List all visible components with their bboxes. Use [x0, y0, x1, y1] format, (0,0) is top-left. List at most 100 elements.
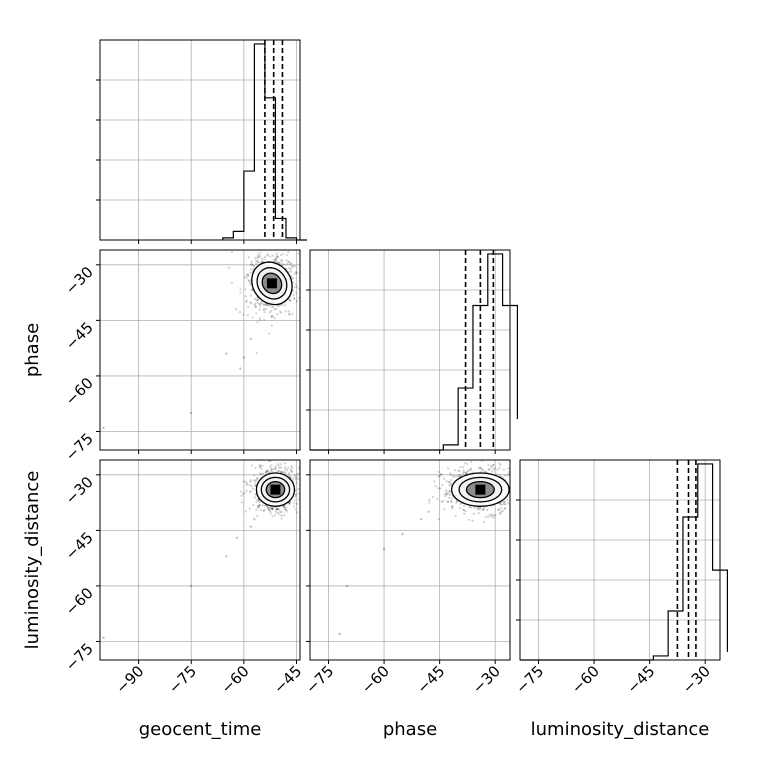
sample-point: [264, 471, 267, 474]
sample-point: [293, 475, 296, 479]
outlier-point: [190, 411, 193, 415]
sample-point: [287, 474, 290, 477]
sample-point: [279, 510, 282, 513]
sample-point: [462, 508, 466, 511]
sample-point: [247, 279, 251, 282]
scatter-points: [338, 460, 510, 636]
sample-point: [276, 312, 279, 316]
sample-point: [268, 460, 271, 463]
sample-point: [254, 259, 257, 262]
sample-point: [262, 509, 265, 513]
sample-point: [287, 261, 290, 264]
sample-point: [492, 463, 495, 467]
sample-point: [250, 262, 253, 266]
sample-point: [437, 470, 440, 473]
sample-point: [270, 467, 273, 471]
sample-point: [255, 509, 258, 512]
sample-point: [448, 480, 451, 484]
sample-point: [252, 479, 255, 482]
sample-point: [260, 467, 263, 470]
sample-point: [280, 311, 283, 314]
sample-point: [294, 477, 297, 480]
sample-point: [285, 508, 288, 511]
sample-point: [293, 265, 296, 268]
sample-point: [297, 252, 300, 255]
sample-point: [234, 308, 238, 311]
sample-point: [262, 303, 265, 306]
sample-point: [255, 312, 258, 315]
sample-point: [462, 508, 465, 512]
sample-point: [280, 259, 283, 262]
sample-point: [285, 253, 289, 257]
sample-point: [468, 505, 471, 509]
sample-point: [277, 469, 280, 472]
sample-point: [481, 469, 485, 472]
sample-point: [440, 473, 443, 476]
sample-point: [445, 493, 448, 496]
sample-point: [250, 289, 253, 292]
panel-frame: [99, 459, 301, 661]
sample-point: [502, 468, 505, 471]
sample-point: [271, 507, 275, 510]
sample-point: [295, 481, 298, 484]
sample-point: [294, 496, 297, 499]
sample-point: [500, 503, 504, 507]
sample-point: [291, 277, 295, 280]
sample-point: [278, 261, 281, 264]
sample-point: [290, 466, 293, 470]
sample-point: [267, 508, 270, 511]
sample-point: [275, 259, 278, 262]
sample-point: [285, 469, 289, 472]
sample-point: [274, 467, 277, 470]
sample-point: [437, 487, 440, 490]
sample-point: [275, 255, 279, 258]
sample-point: [464, 510, 467, 513]
sample-point: [250, 302, 253, 305]
sample-point: [254, 493, 257, 496]
sample-point: [487, 468, 490, 471]
sample-point: [293, 273, 296, 276]
outlier-point: [225, 555, 228, 558]
outlier-point: [382, 547, 386, 551]
sample-point: [239, 291, 242, 294]
sample-point: [288, 299, 291, 302]
sample-point: [503, 507, 506, 510]
x-axis-label-phase: phase: [383, 719, 437, 740]
sample-point: [278, 513, 281, 516]
sample-point: [295, 271, 298, 274]
sample-point: [258, 255, 261, 258]
sample-point: [434, 485, 437, 488]
sample-point: [266, 304, 269, 307]
panel-frame: [99, 39, 301, 241]
sample-point: [244, 510, 247, 513]
sample-point: [449, 493, 452, 496]
sample-point: [289, 267, 292, 271]
sample-point: [493, 467, 497, 470]
sample-point: [297, 477, 300, 480]
sample-point: [282, 252, 285, 255]
sample-point: [256, 514, 259, 517]
sample-point: [270, 305, 273, 308]
sample-point: [287, 250, 290, 253]
sample-point: [289, 263, 292, 266]
sample-point: [256, 477, 259, 480]
sample-point: [449, 499, 453, 503]
sample-point: [250, 260, 253, 263]
sample-point: [270, 470, 273, 473]
sample-point: [230, 281, 233, 284]
sample-point: [448, 484, 451, 487]
sample-point: [436, 497, 439, 501]
sample-point: [257, 499, 260, 502]
sample-point: [289, 468, 292, 471]
sample-point: [254, 256, 257, 259]
sample-point: [450, 500, 453, 503]
sample-point: [292, 296, 295, 300]
sample-point: [267, 506, 270, 510]
sample-point: [295, 300, 298, 303]
sample-point: [478, 466, 482, 469]
sample-point: [446, 500, 450, 503]
density-peak: [475, 484, 486, 495]
sample-point: [257, 504, 261, 507]
sample-point: [289, 299, 292, 302]
sample-point: [248, 483, 251, 487]
